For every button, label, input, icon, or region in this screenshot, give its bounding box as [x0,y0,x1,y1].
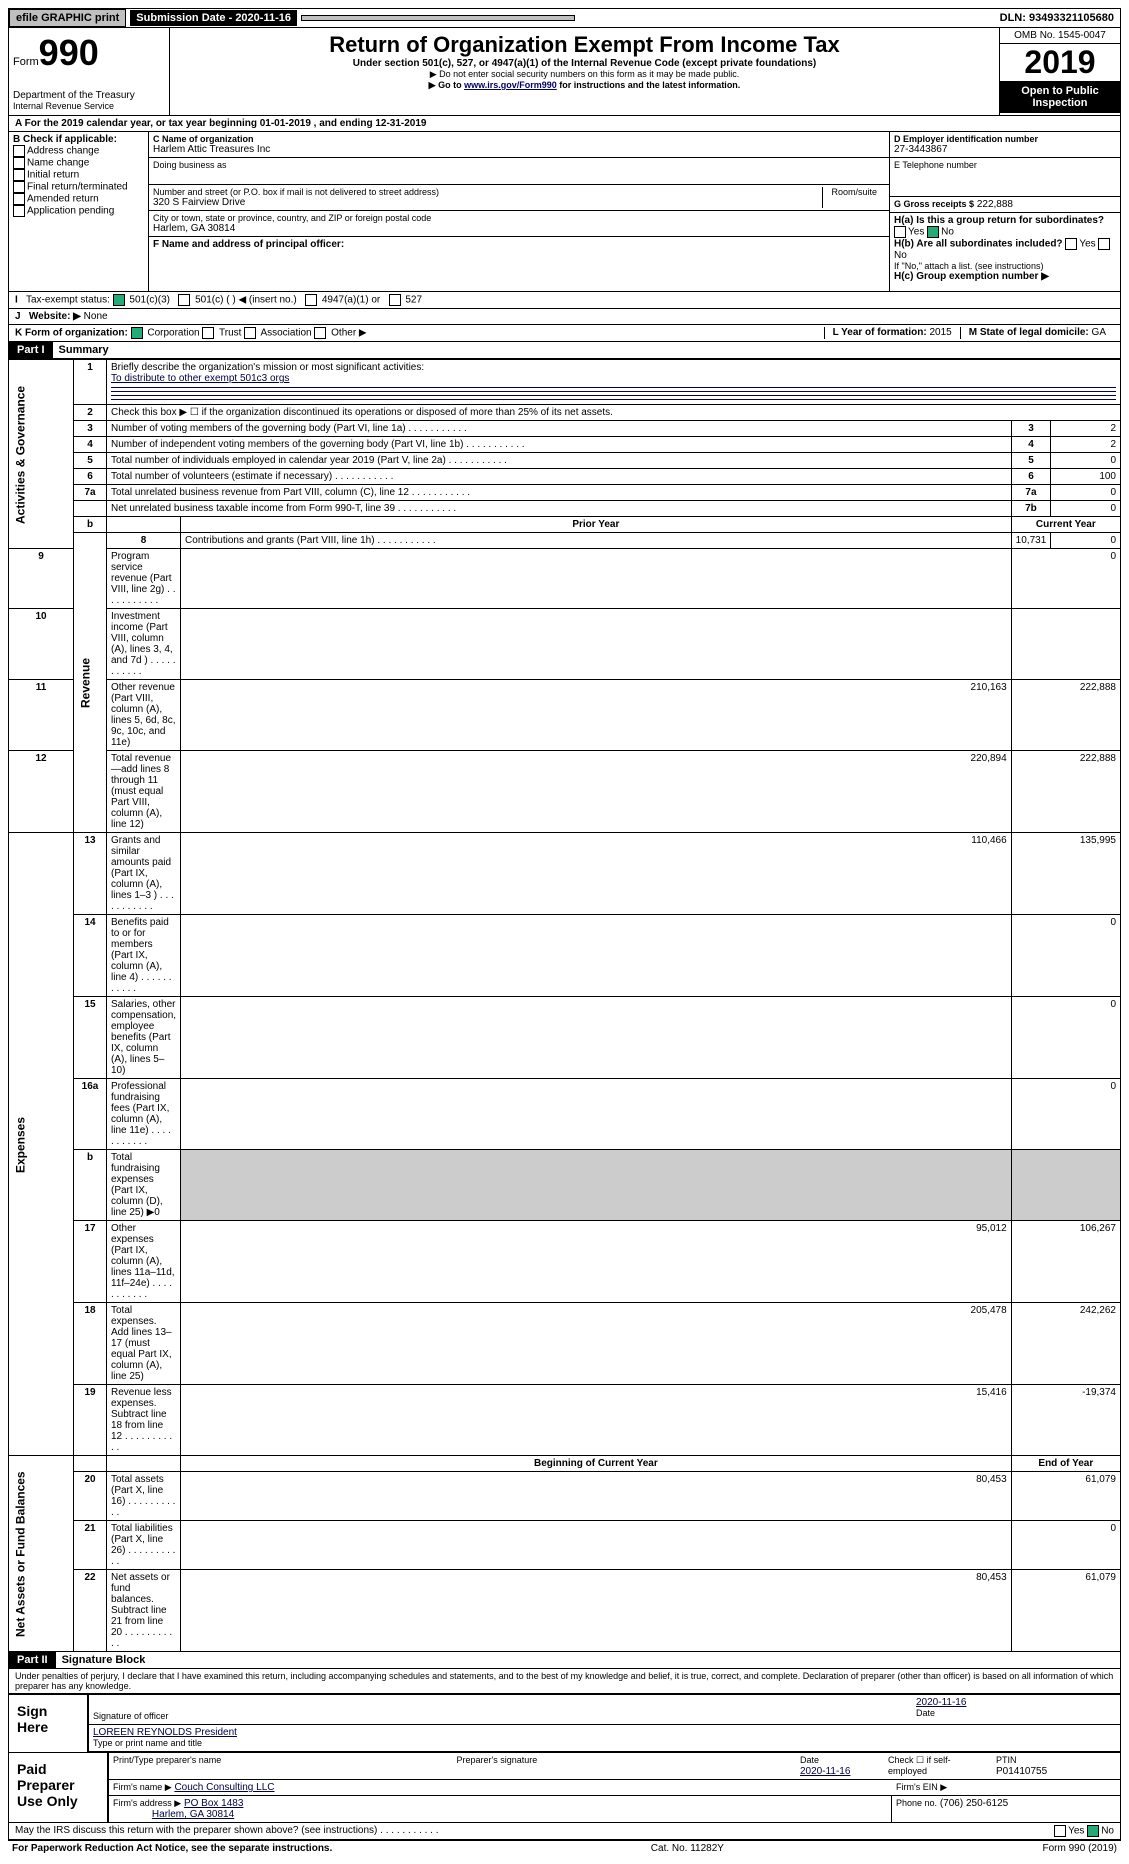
check-trust[interactable] [202,327,214,339]
name-label: C Name of organization [153,134,885,144]
ein-label: D Employer identification number [894,134,1116,144]
part-2-header: Part II Signature Block [8,1652,1121,1669]
discuss-row: May the IRS discuss this return with the… [8,1823,1121,1840]
tax-status-row: I Tax-exempt status: 501(c)(3) 501(c) ( … [8,292,1121,309]
summary-table: Activities & Governance 1 Briefly descri… [8,359,1121,1652]
form-word: Form [13,56,39,68]
officer-label: F Name and address of principal officer: [153,239,344,250]
footer: For Paperwork Reduction Act Notice, see … [8,1840,1121,1856]
exp-label: Expenses [9,833,74,1456]
part-2-title: Signature Block [56,1654,146,1666]
q2: Check this box ▶ ☐ if the organization d… [107,405,1121,421]
part-1-header: Part I Summary [8,342,1121,359]
open-public: Open to Public Inspection [1000,81,1120,113]
q1: Briefly describe the organization's miss… [111,362,424,373]
ein-value: 27-3443867 [894,144,1116,155]
check-application[interactable] [13,205,25,217]
sign-here-block: Sign Here Signature of officer 2020-11-1… [8,1694,1121,1753]
omb-number: OMB No. 1545-0047 [1000,28,1120,44]
sign-here-label: Sign Here [9,1695,89,1752]
tax-year: 2019 [1000,44,1120,81]
section-bcdefgh: B Check if applicable: Address change Na… [8,132,1121,292]
hc-label: H(c) Group exemption number ▶ [894,271,1116,282]
paid-label: Paid Preparer Use Only [9,1753,109,1822]
dept-treasury: Department of the Treasury [13,90,165,101]
check-name-change[interactable] [13,157,25,169]
subtitle-2: ▶ Do not enter social security numbers o… [174,69,995,80]
part-2-bar: Part II [9,1652,56,1668]
org-name: Harlem Attic Treasures Inc [153,144,885,155]
klm-row: K Form of organization: Corporation Trus… [8,325,1121,342]
form-title: Return of Organization Exempt From Incom… [174,32,995,58]
check-4947[interactable] [305,294,317,306]
check-527[interactable] [389,294,401,306]
phone-label: E Telephone number [894,160,1116,170]
check-other[interactable] [314,327,326,339]
ha-no[interactable] [927,226,939,238]
form-number: 990 [39,32,99,73]
city-label: City or town, state or province, country… [153,213,885,223]
mission-text: To distribute to other exempt 501c3 orgs [111,373,289,384]
part-1-title: Summary [53,344,109,356]
irs-link[interactable]: www.irs.gov/Form990 [464,80,557,90]
officer-name: LOREEN REYNOLDS President [93,1727,237,1738]
dba-label: Doing business as [153,160,885,170]
efile-print-button[interactable]: efile GRAPHIC print [9,9,126,27]
subtitle-1: Under section 501(c), 527, or 4947(a)(1)… [174,58,995,69]
gross-label: G Gross receipts $ [894,199,974,209]
hb-yes[interactable] [1065,238,1077,250]
gross-value: 222,888 [977,199,1013,210]
street-address: 320 S Fairview Drive [153,197,822,208]
check-association[interactable] [244,327,256,339]
hb-no[interactable] [1098,238,1110,250]
city-state-zip: Harlem, GA 30814 [153,223,885,234]
discuss-yes[interactable] [1054,1825,1066,1837]
net-label: Net Assets or Fund Balances [9,1456,74,1652]
check-corporation[interactable] [131,327,143,339]
cat-no: Cat. No. 11282Y [651,1843,724,1854]
line-a: A For the 2019 calendar year, or tax yea… [8,116,1121,132]
check-amended[interactable] [13,193,25,205]
box-b-label: B Check if applicable: [13,134,144,145]
submission-date: Submission Date - 2020-11-16 [130,10,297,26]
part-1-bar: Part I [9,342,53,358]
website-row: J Website: ▶ None [8,309,1121,325]
dln: DLN: 93493321105680 [994,10,1120,26]
check-501c[interactable] [178,294,190,306]
discuss-no[interactable] [1087,1825,1099,1837]
hb-label: H(b) Are all subordinates included? [894,239,1063,250]
addr-label: Number and street (or P.O. box if mail i… [153,187,822,197]
form-id: Form 990 (2019) [1043,1843,1117,1854]
paid-preparer-block: Paid Preparer Use Only Print/Type prepar… [8,1753,1121,1823]
ha-label: H(a) Is this a group return for subordin… [894,215,1104,226]
form-header: Form990 Department of the Treasury Inter… [8,28,1121,116]
hb-note: If "No," attach a list. (see instruction… [894,261,1116,271]
subtitle-3: ▶ Go to www.irs.gov/Form990 for instruct… [174,80,995,91]
room-label: Room/suite [822,187,885,208]
rev-label: Revenue [74,533,107,833]
check-501c3[interactable] [113,294,125,306]
check-initial-return[interactable] [13,169,25,181]
blank-button [301,15,575,21]
declaration: Under penalties of perjury, I declare th… [8,1669,1121,1694]
top-bar: efile GRAPHIC print Submission Date - 20… [8,8,1121,28]
dept-irs: Internal Revenue Service [13,101,165,111]
check-address-change[interactable] [13,145,25,157]
ha-yes[interactable] [894,226,906,238]
check-final-return[interactable] [13,181,25,193]
paperwork-notice: For Paperwork Reduction Act Notice, see … [12,1843,332,1854]
gov-label: Activities & Governance [9,360,74,549]
